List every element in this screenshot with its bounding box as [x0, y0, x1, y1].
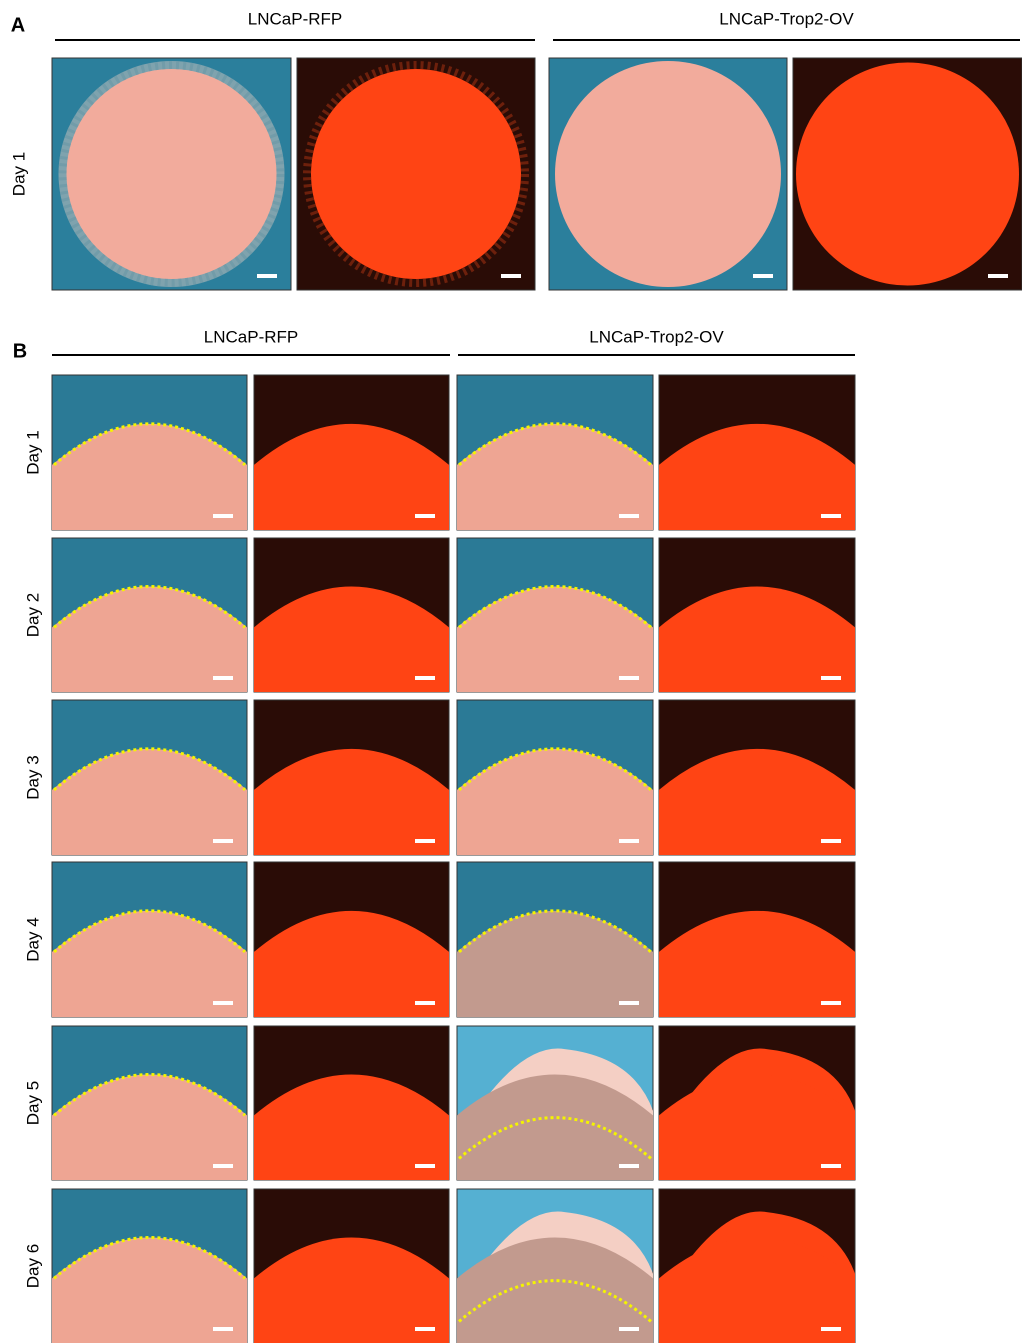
scale-bar [415, 1001, 435, 1005]
row-label: Day 2 [23, 593, 42, 637]
group-header: LNCaP-Trop2-OV [719, 9, 854, 28]
scale-bar [501, 274, 521, 278]
scale-bar [213, 1327, 233, 1331]
scale-bar [821, 1327, 841, 1331]
scale-bar [821, 514, 841, 518]
scale-bar [821, 1164, 841, 1168]
figure: A LNCaP-RFP LNCaP-Trop2-OV Day 1 B LNCaP-RFP L… [0, 0, 1022, 1343]
scale-bar [619, 676, 639, 680]
scale-bar [619, 1164, 639, 1168]
scale-bar [753, 274, 773, 278]
scale-bar [415, 514, 435, 518]
scale-bar [821, 839, 841, 843]
scale-bar [257, 274, 277, 278]
scale-bar [821, 1001, 841, 1005]
scale-bar [619, 839, 639, 843]
scale-bar [619, 1001, 639, 1005]
scale-bar [415, 676, 435, 680]
row-label: Day 3 [23, 755, 42, 799]
row-label: Day 4 [23, 917, 42, 961]
row-label: Day 1 [9, 152, 28, 196]
group-header: LNCaP-RFP [248, 9, 342, 28]
panel-label: A [11, 14, 25, 36]
scale-bar [415, 839, 435, 843]
scale-bar [415, 1327, 435, 1331]
scale-bar [415, 1164, 435, 1168]
row-label: Day 5 [23, 1081, 42, 1125]
row-label: Day 6 [23, 1244, 42, 1288]
spheroid [311, 69, 521, 279]
spheroid [67, 69, 277, 279]
scale-bar [988, 274, 1008, 278]
panel-label: B [13, 340, 27, 362]
scale-bar [619, 1327, 639, 1331]
scale-bar [619, 514, 639, 518]
spheroid [555, 61, 781, 287]
row-label: Day 1 [23, 430, 42, 474]
scale-bar [213, 676, 233, 680]
scale-bar [821, 676, 841, 680]
spheroid [796, 63, 1019, 286]
scale-bar [213, 839, 233, 843]
group-header: LNCaP-Trop2-OV [589, 327, 724, 346]
scale-bar [213, 514, 233, 518]
scale-bar [213, 1001, 233, 1005]
scale-bar [213, 1164, 233, 1168]
group-header: LNCaP-RFP [204, 327, 298, 346]
